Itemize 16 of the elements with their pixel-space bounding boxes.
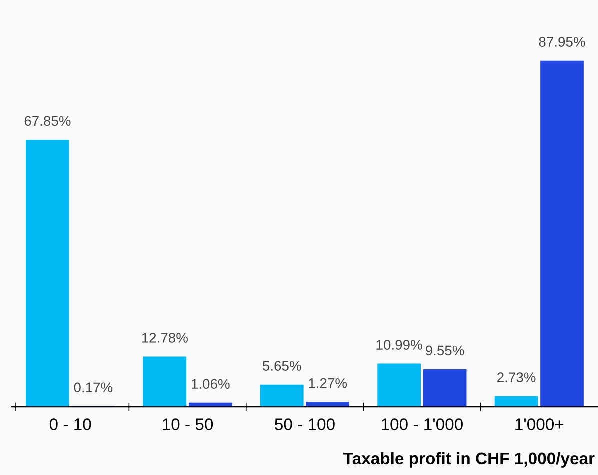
- x-tick-label: 100 - 1'000: [382, 418, 463, 430]
- data-label: 2.73%: [498, 372, 536, 382]
- data-label: 1.27%: [309, 378, 348, 388]
- data-label: 9.55%: [426, 346, 464, 356]
- data-label: 1.06%: [192, 379, 230, 390]
- x-tick-label: 0 - 10: [50, 418, 92, 430]
- data-label: 0.17%: [74, 382, 113, 393]
- x-tick-label: 50 - 100: [275, 418, 335, 430]
- data-label: 12.78%: [142, 333, 188, 343]
- x-axis-title: Taxable profit in CHF 1,000/year: [344, 452, 595, 468]
- x-tick-label: 10 - 50: [163, 418, 214, 430]
- data-label: 10.99%: [376, 340, 422, 350]
- x-tick-label: 1'000+: [516, 418, 564, 430]
- data-label: 67.85%: [24, 116, 71, 126]
- data-label: 5.65%: [262, 361, 302, 371]
- data-label: 87.95%: [539, 37, 586, 47]
